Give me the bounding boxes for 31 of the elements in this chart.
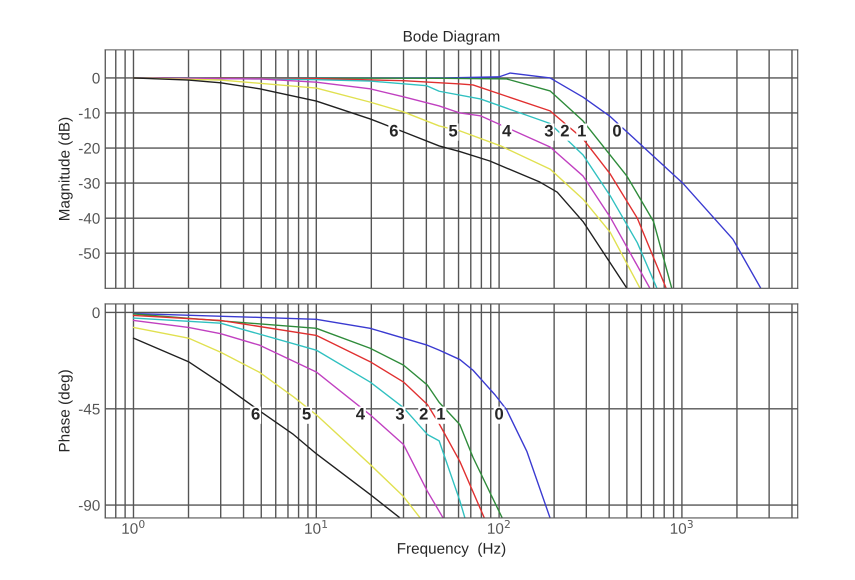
y-tick-label: -50 <box>78 248 100 259</box>
y-tick-label: -45 <box>78 404 100 414</box>
series-label: 1 <box>578 124 586 136</box>
series-label: 6 <box>252 408 260 420</box>
y-tick-label: 0 <box>92 307 100 318</box>
y-tick-label: -20 <box>78 142 100 154</box>
x-tick-label: 10$^{1}$ <box>305 520 328 534</box>
series-label: 6 <box>390 124 398 137</box>
y-tick-label: -10 <box>78 108 100 119</box>
series-label: 4 <box>502 124 512 136</box>
x-tick-label: 10$^{3}$ <box>670 520 693 534</box>
chart-title: Bode Diagram <box>404 30 500 45</box>
x-axis-title: Frequency (Hz) <box>398 542 506 557</box>
series-label: 5 <box>448 124 458 137</box>
series-label: 4 <box>356 408 365 420</box>
series-label: 5 <box>302 408 311 420</box>
series-label: 2 <box>420 408 428 420</box>
y-tick-label: -90 <box>78 500 100 511</box>
series-label: 1 <box>437 408 446 420</box>
series-label: 2 <box>560 124 569 136</box>
y-tick-label: -30 <box>78 178 100 189</box>
series-label: 0 <box>495 408 504 420</box>
y-tick-label: 0 <box>92 72 100 84</box>
y-axis-title: Magnitude (dB) <box>58 118 73 220</box>
y-tick-label: -40 <box>78 213 100 224</box>
series-label: 3 <box>396 408 404 420</box>
x-tick-label: 10$^{0}$ <box>122 520 144 534</box>
series-label: 0 <box>613 124 621 137</box>
x-tick-label: 10$^{2}$ <box>488 520 510 534</box>
y-axis-title: Phase (deg) <box>58 370 73 452</box>
series-label: 3 <box>544 124 553 137</box>
